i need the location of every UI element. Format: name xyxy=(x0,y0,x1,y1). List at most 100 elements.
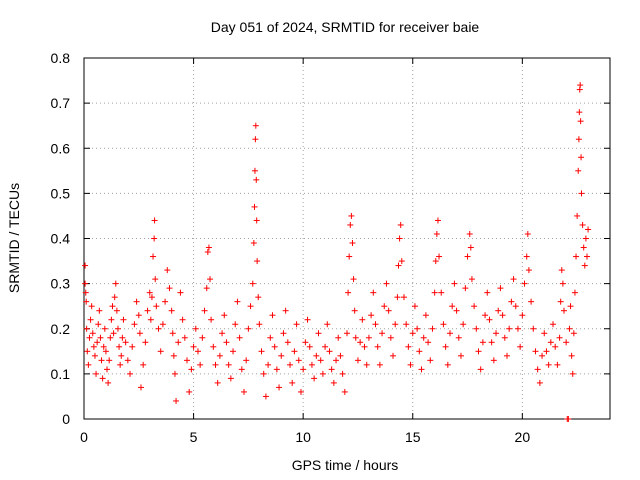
data-point xyxy=(392,321,399,328)
data-point xyxy=(171,370,178,377)
data-point xyxy=(197,361,204,368)
data-point xyxy=(521,280,528,287)
data-point xyxy=(582,235,589,242)
data-point xyxy=(203,285,210,292)
data-point xyxy=(574,212,581,219)
data-point xyxy=(449,303,456,310)
data-point xyxy=(159,321,166,328)
data-point xyxy=(558,267,565,274)
data-point xyxy=(101,325,108,332)
data-point xyxy=(129,343,136,350)
data-point xyxy=(82,262,89,269)
data-point xyxy=(365,334,372,341)
data-point xyxy=(560,307,567,314)
data-point xyxy=(251,167,258,174)
data-point xyxy=(116,343,123,350)
data-point xyxy=(455,334,462,341)
data-point xyxy=(330,379,337,386)
data-point xyxy=(94,339,101,346)
data-point xyxy=(354,357,361,364)
data-point xyxy=(403,321,410,328)
y-tick-label: 0.8 xyxy=(51,50,71,66)
data-point xyxy=(550,321,557,328)
data-point xyxy=(460,321,467,328)
data-point xyxy=(122,339,129,346)
data-point xyxy=(517,343,524,350)
y-tick-label: 0.3 xyxy=(51,276,71,292)
data-point xyxy=(381,303,388,310)
data-point xyxy=(91,352,98,359)
data-point xyxy=(559,280,566,287)
ticks xyxy=(83,57,610,420)
data-point xyxy=(528,298,535,305)
data-point xyxy=(568,352,575,359)
data-point xyxy=(88,303,95,310)
data-point xyxy=(85,361,92,368)
y-tick-label: 0.5 xyxy=(51,185,71,201)
data-point xyxy=(282,307,289,314)
data-point xyxy=(418,366,425,373)
x-tick-label: 15 xyxy=(405,429,421,445)
data-point xyxy=(376,361,383,368)
data-point xyxy=(451,280,458,287)
data-point xyxy=(276,384,283,391)
data-point xyxy=(95,321,102,328)
data-point xyxy=(169,330,176,337)
data-point xyxy=(82,289,89,296)
data-point xyxy=(484,289,491,296)
data-point xyxy=(565,416,572,422)
data-point xyxy=(534,366,541,373)
data-point xyxy=(361,343,368,350)
data-point xyxy=(90,343,97,350)
data-point xyxy=(563,339,570,346)
data-point xyxy=(416,348,423,355)
plot-frame xyxy=(83,57,611,420)
data-point xyxy=(271,343,278,350)
data-point xyxy=(444,361,451,368)
data-point xyxy=(341,388,348,395)
data-point xyxy=(84,348,91,355)
data-point xyxy=(260,370,267,377)
data-point xyxy=(486,316,493,323)
data-point xyxy=(127,370,134,377)
x-tick-label: 5 xyxy=(190,429,198,445)
tick-labels: 0 5 10 15 20 0 0.1 0.2 0.3 0.4 0.5 0.6 0.7 0.8 xyxy=(51,50,531,445)
data-point xyxy=(192,325,199,332)
data-point xyxy=(287,361,294,368)
data-point xyxy=(227,375,234,382)
data-point xyxy=(447,330,454,337)
data-point xyxy=(345,289,352,296)
data-point xyxy=(148,294,155,301)
data-point xyxy=(135,312,142,319)
data-point xyxy=(347,221,354,228)
data-point xyxy=(357,339,364,346)
data-point xyxy=(577,82,584,89)
data-point xyxy=(153,303,160,310)
data-point xyxy=(570,330,577,337)
data-point xyxy=(541,330,548,337)
data-point xyxy=(186,388,193,395)
data-point xyxy=(346,253,353,260)
data-point xyxy=(482,312,489,319)
data-point xyxy=(429,325,436,332)
data-point xyxy=(253,176,260,183)
data-point xyxy=(253,217,260,224)
data-point xyxy=(349,240,356,247)
data-point xyxy=(490,357,497,364)
data-point xyxy=(252,136,259,143)
data-point xyxy=(157,348,164,355)
data-point xyxy=(142,339,149,346)
data-point xyxy=(397,221,404,228)
data-point xyxy=(219,330,226,337)
data-point xyxy=(190,343,197,350)
data-point xyxy=(119,334,126,341)
data-point xyxy=(131,321,138,328)
data-point xyxy=(405,343,412,350)
data-point xyxy=(344,330,350,337)
data-point xyxy=(475,348,482,355)
data-point xyxy=(581,262,588,269)
data-point xyxy=(319,370,326,377)
data-point xyxy=(107,334,114,341)
data-point xyxy=(479,339,486,346)
data-point xyxy=(333,357,340,364)
